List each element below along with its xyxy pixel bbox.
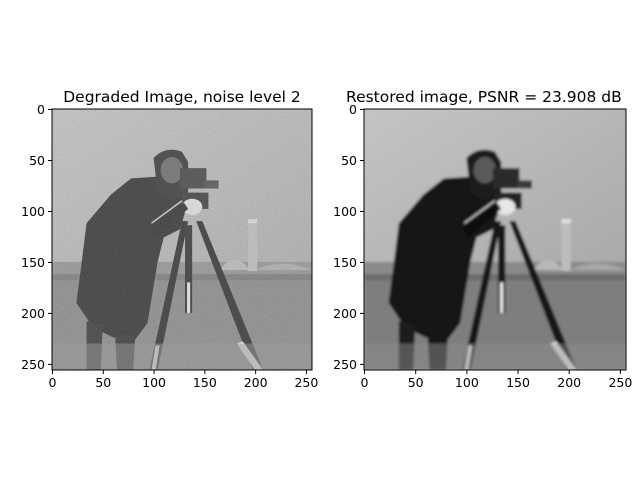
restored-x-tick-label: 250 [608,375,632,390]
degraded-y-tick-label: 250 [21,357,45,372]
restored-x-tick-label: 100 [455,375,479,390]
degraded-y-tick-label: 200 [21,306,45,321]
restored-image-axes: Restored image, PSNR = 23.908 dB 0 50 100 1… [333,88,632,390]
restored-x-tick-label: 0 [361,375,369,390]
degraded-image-title: Degraded Image, noise level 2 [63,88,301,106]
degraded-image-ticks: 0 50 100 150 200 250 0 50 100 150 200 250 [21,102,318,390]
restored-x-tick-label: 200 [557,375,581,390]
degraded-y-tick-label: 150 [21,255,45,270]
degraded-x-tick-label: 150 [193,375,217,390]
restored-x-tick-label: 150 [506,375,530,390]
degraded-y-tick-label: 100 [21,204,45,219]
restored-x-tick-label: 50 [408,375,424,390]
degraded-image [52,109,312,370]
degraded-x-tick-label: 250 [294,375,318,390]
degraded-x-tick-label: 50 [95,375,111,390]
restored-y-tick-label: 150 [333,255,357,270]
degraded-x-tick-label: 0 [49,375,57,390]
restored-y-tick-label: 100 [333,204,357,219]
restored-image-title: Restored image, PSNR = 23.908 dB [346,88,622,106]
restored-image-ticks: 0 50 100 150 200 250 0 50 100 150 200 250 [333,102,632,390]
degraded-image-axes: Degraded Image, noise level 2 0 50 100 150 2… [21,88,318,390]
degraded-image-frame [51,108,313,371]
restored-y-tick-label: 250 [333,357,357,372]
degraded-y-tick-label: 0 [37,102,45,117]
degraded-x-tick-label: 100 [142,375,166,390]
restored-image [364,109,626,370]
restored-y-tick-label: 50 [341,153,357,168]
degraded-y-tick-label: 50 [29,153,45,168]
restored-y-tick-label: 200 [333,306,357,321]
restored-image-frame [363,108,627,371]
restored-y-tick-label: 0 [349,102,357,117]
degraded-x-tick-label: 200 [244,375,268,390]
